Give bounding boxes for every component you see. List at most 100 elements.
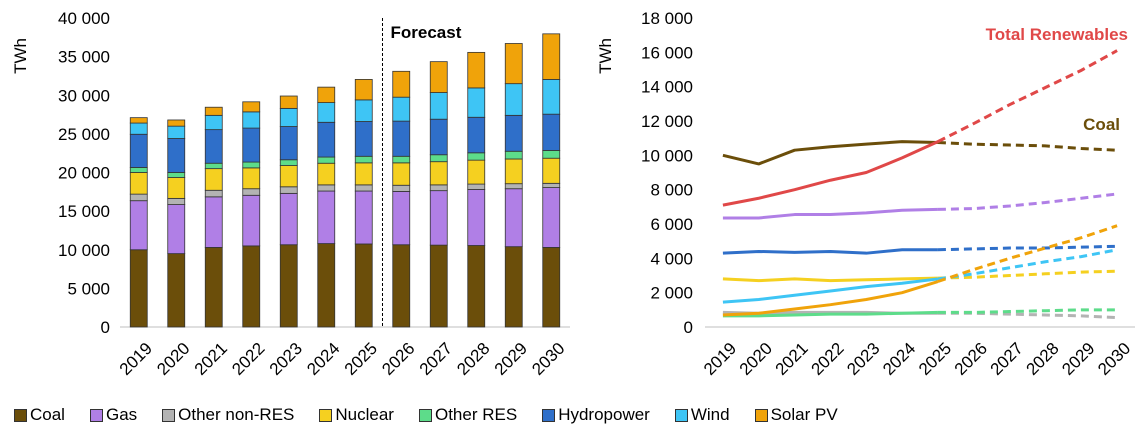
y-tick-label: 40 000 (58, 9, 110, 28)
bar-segment-coal (429, 244, 448, 328)
line-historical-wind (722, 277, 939, 304)
bar-segment-other-non-res (129, 193, 148, 202)
bar-segment-other-non-res (242, 188, 261, 196)
bar-segment-hydropower (542, 113, 561, 151)
bar-segment-wind (429, 92, 448, 120)
y-tick-label: 10 000 (58, 241, 110, 260)
bar-segment-other-non-res (317, 184, 336, 192)
y-tick-label: 15 000 (58, 202, 110, 221)
bar-segment-other-res (129, 167, 148, 173)
x-tick-label: 2030 (528, 339, 568, 379)
bar-segment-coal (354, 243, 373, 328)
bar-segment-hydropower (242, 127, 261, 163)
bar-segment-gas (542, 187, 561, 248)
bar-segment-hydropower (354, 121, 373, 157)
line-forecast-nuclear (937, 269, 1118, 280)
line-forecast-total-renewables (937, 49, 1118, 143)
bar-segment-nuclear (392, 162, 411, 186)
bar-segment-gas (354, 190, 373, 245)
y-tick-label: 0 (684, 318, 693, 337)
line-historical-total-renewables (722, 140, 939, 207)
bar-segment-other-res (429, 154, 448, 163)
y-tick-label: 5 000 (67, 279, 110, 298)
bar-segment-nuclear (354, 162, 373, 186)
bar-segment-hydropower (467, 116, 486, 154)
x-tick-label: 2026 (378, 339, 418, 379)
x-tick-label: 2022 (807, 339, 847, 379)
legend-item-other-res: Other RES (418, 405, 517, 425)
legend-swatch (754, 408, 768, 422)
x-tick-label: 2024 (879, 339, 919, 379)
bar-segment-wind (504, 83, 523, 116)
bar-segment-other-res (354, 155, 373, 164)
x-tick-label: 2029 (1058, 339, 1098, 379)
y-tick-label: 14 000 (641, 78, 693, 97)
bar-segment-other-res (392, 155, 411, 164)
bar-segment-solar-pv (542, 33, 561, 80)
bar-segment-nuclear (317, 162, 336, 186)
series-label-total-renewables: Total Renewables (986, 25, 1128, 44)
bar-segment-hydropower (129, 133, 148, 168)
bar-segment-coal (542, 247, 561, 328)
y-tick-label: 18 000 (641, 9, 693, 28)
bar-segment-gas (204, 196, 223, 248)
bar-segment-solar-pv (167, 119, 186, 127)
x-tick-label: 2019 (700, 339, 740, 379)
y-tick-label: 2 000 (650, 284, 693, 303)
legend-item-coal: Coal (14, 405, 65, 425)
y-tick-label: 30 000 (58, 86, 110, 105)
bar-segment-hydropower (167, 138, 186, 173)
line-forecast-other-non-res (937, 311, 1118, 320)
legend-label: Coal (30, 405, 65, 424)
stacked-bar-chart: 0 5 000 10 000 15 000 20 000 25 000 30 000 35 0… (11, 9, 570, 379)
y-axis-unit: TWh (11, 38, 30, 74)
bar-segment-coal (129, 249, 148, 328)
bar-segment-solar-pv (392, 70, 411, 98)
bar-segment-other-res (504, 150, 523, 160)
bar-segment-other-non-res (204, 189, 223, 198)
bar-segment-gas (467, 189, 486, 246)
bar-segment-other-res (242, 161, 261, 169)
legend-label: Gas (105, 405, 138, 424)
legend-swatch (89, 408, 103, 422)
bar-segment-coal (204, 247, 223, 328)
bar-segment-hydropower (429, 118, 448, 156)
line-forecast-gas (937, 192, 1118, 211)
legend-swatch (418, 408, 432, 422)
bar-segment-gas (317, 190, 336, 244)
y-tick-label: 6 000 (650, 215, 693, 234)
bar-segment-wind (542, 79, 561, 115)
bar-segment-nuclear (542, 157, 561, 184)
bar-segment-solar-pv (242, 101, 261, 113)
line-historical-hydropower (722, 248, 938, 255)
bar-segment-hydropower (504, 114, 523, 152)
line-historical-other-res (722, 310, 938, 318)
bar-segment-solar-pv (279, 95, 298, 109)
chart-legend: Coal Gas Other non-RES Nuclear Other RES Hydr… (14, 400, 1134, 430)
bar-segment-solar-pv (467, 51, 486, 89)
y-axis-unit: TWh (596, 38, 615, 74)
legend-item-solar-pv: Solar PV (754, 405, 838, 425)
legend-item-gas: Gas (89, 405, 138, 425)
bar-segment-coal (167, 253, 186, 328)
legend-swatch (674, 408, 688, 422)
bar-segment-solar-pv (504, 43, 523, 85)
legend-label: Other non-RES (178, 405, 295, 424)
legend-swatch (319, 408, 333, 422)
y-tick-label: 10 000 (641, 146, 693, 165)
bar-segment-other-non-res (167, 197, 186, 205)
bar-segment-hydropower (317, 121, 336, 158)
bar-segment-other-non-res (279, 186, 298, 194)
y-tick-label: 0 (101, 318, 110, 337)
bar-segment-gas (279, 192, 298, 246)
bar-segment-solar-pv (317, 86, 336, 103)
y-tick-label: 12 000 (641, 112, 693, 131)
series-label-coal: Coal (1083, 115, 1120, 134)
line-chart: 0 2 000 4 000 6 000 8 000 10 000 12 000 14 000 1… (596, 9, 1135, 379)
line-forecast-wind (937, 248, 1118, 281)
bar-segment-nuclear (129, 172, 148, 195)
charts-canvas: 0 5 000 10 000 15 000 20 000 25 000 30 000 35 0… (11, 9, 1135, 379)
x-tick-label: 2023 (266, 339, 306, 379)
bar-segment-solar-pv (204, 106, 223, 116)
bar-segment-coal (504, 246, 523, 328)
